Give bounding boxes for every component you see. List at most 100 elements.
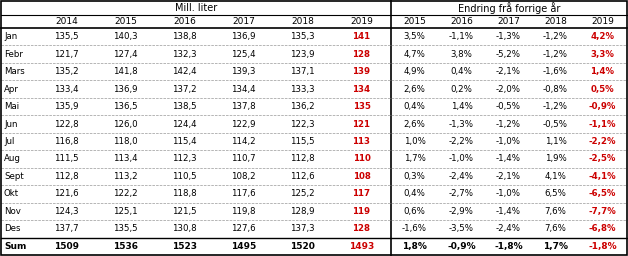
Text: 112,8: 112,8 xyxy=(290,154,315,164)
Text: -0,8%: -0,8% xyxy=(543,85,568,94)
Text: Jul: Jul xyxy=(4,137,14,146)
Text: 2,6%: 2,6% xyxy=(404,85,425,94)
Text: 137,1: 137,1 xyxy=(290,67,315,76)
Text: 118,0: 118,0 xyxy=(113,137,138,146)
Text: -7,7%: -7,7% xyxy=(588,207,616,216)
Text: -0,5%: -0,5% xyxy=(543,120,568,129)
Text: Mai: Mai xyxy=(4,102,19,111)
Text: Endring frå forrige år: Endring frå forrige år xyxy=(458,2,560,14)
Text: 7,6%: 7,6% xyxy=(544,224,566,233)
Text: -2,2%: -2,2% xyxy=(589,137,616,146)
Text: 122,3: 122,3 xyxy=(290,120,315,129)
Text: 141,8: 141,8 xyxy=(113,67,138,76)
Text: 0,3%: 0,3% xyxy=(404,172,425,181)
Text: Jan: Jan xyxy=(4,32,17,41)
Text: -1,1%: -1,1% xyxy=(589,120,616,129)
Text: -2,1%: -2,1% xyxy=(496,67,521,76)
Text: 137,2: 137,2 xyxy=(172,85,197,94)
Text: 134: 134 xyxy=(352,85,371,94)
Text: 119,8: 119,8 xyxy=(231,207,256,216)
Text: Sept: Sept xyxy=(4,172,24,181)
Text: 121,6: 121,6 xyxy=(54,189,78,198)
Text: 113,2: 113,2 xyxy=(113,172,138,181)
Text: 113: 113 xyxy=(352,137,371,146)
Text: 113,4: 113,4 xyxy=(113,154,138,164)
Text: 124,4: 124,4 xyxy=(172,120,197,129)
Text: -5,2%: -5,2% xyxy=(496,50,521,59)
Text: 135,5: 135,5 xyxy=(54,32,78,41)
Text: -1,6%: -1,6% xyxy=(402,224,427,233)
Text: 2019: 2019 xyxy=(591,17,614,26)
Text: -0,5%: -0,5% xyxy=(496,102,521,111)
Text: 125,4: 125,4 xyxy=(231,50,256,59)
Text: 108: 108 xyxy=(352,172,371,181)
Text: 2017: 2017 xyxy=(232,17,255,26)
Text: -1,4%: -1,4% xyxy=(496,154,521,164)
Text: 117,6: 117,6 xyxy=(231,189,256,198)
Text: 132,3: 132,3 xyxy=(172,50,197,59)
Text: -3,5%: -3,5% xyxy=(449,224,474,233)
Text: -1,8%: -1,8% xyxy=(494,242,523,251)
Text: 2015: 2015 xyxy=(114,17,137,26)
Text: -4,1%: -4,1% xyxy=(588,172,616,181)
Text: 133,4: 133,4 xyxy=(54,85,78,94)
Text: 137,7: 137,7 xyxy=(54,224,78,233)
Text: 136,9: 136,9 xyxy=(231,32,256,41)
Text: 0,4%: 0,4% xyxy=(450,67,472,76)
Text: 110,5: 110,5 xyxy=(172,172,197,181)
Text: 3,8%: 3,8% xyxy=(450,50,472,59)
Text: -1,3%: -1,3% xyxy=(449,120,474,129)
Text: 108,2: 108,2 xyxy=(231,172,256,181)
Text: 140,3: 140,3 xyxy=(113,32,138,41)
Text: 2014: 2014 xyxy=(55,17,78,26)
Text: 137,8: 137,8 xyxy=(231,102,256,111)
Text: 136,5: 136,5 xyxy=(113,102,138,111)
Text: 0,6%: 0,6% xyxy=(404,207,425,216)
Text: 124,3: 124,3 xyxy=(54,207,78,216)
Text: -1,2%: -1,2% xyxy=(543,102,568,111)
Text: 139,3: 139,3 xyxy=(231,67,256,76)
Text: 122,2: 122,2 xyxy=(113,189,138,198)
Text: 112,3: 112,3 xyxy=(172,154,197,164)
Text: 110: 110 xyxy=(352,154,371,164)
Text: 125,1: 125,1 xyxy=(113,207,138,216)
Text: -2,7%: -2,7% xyxy=(449,189,474,198)
Text: 116,8: 116,8 xyxy=(54,137,78,146)
Text: -2,1%: -2,1% xyxy=(496,172,521,181)
Text: -2,4%: -2,4% xyxy=(449,172,474,181)
Text: Jun: Jun xyxy=(4,120,18,129)
Text: 119: 119 xyxy=(352,207,371,216)
Text: 127,4: 127,4 xyxy=(113,50,138,59)
Text: 0,2%: 0,2% xyxy=(450,85,472,94)
Text: 138,8: 138,8 xyxy=(172,32,197,41)
Text: 112,8: 112,8 xyxy=(54,172,78,181)
Text: 2,6%: 2,6% xyxy=(404,120,425,129)
Text: -1,1%: -1,1% xyxy=(449,32,474,41)
Text: -1,0%: -1,0% xyxy=(449,154,474,164)
Text: 128: 128 xyxy=(352,50,371,59)
Text: -1,6%: -1,6% xyxy=(543,67,568,76)
Text: 138,5: 138,5 xyxy=(172,102,197,111)
Text: 121,5: 121,5 xyxy=(172,207,197,216)
Text: 4,2%: 4,2% xyxy=(590,32,615,41)
Text: 2018: 2018 xyxy=(544,17,567,26)
Text: 130,8: 130,8 xyxy=(172,224,197,233)
Text: 2016: 2016 xyxy=(450,17,473,26)
Text: 115,5: 115,5 xyxy=(290,137,315,146)
Text: -1,2%: -1,2% xyxy=(543,50,568,59)
Text: 139: 139 xyxy=(352,67,371,76)
Text: 6,5%: 6,5% xyxy=(544,189,566,198)
Text: 114,2: 114,2 xyxy=(231,137,256,146)
Text: 1,7%: 1,7% xyxy=(543,242,568,251)
Text: 135,2: 135,2 xyxy=(54,67,78,76)
Text: 111,5: 111,5 xyxy=(54,154,78,164)
Text: 1,9%: 1,9% xyxy=(544,154,566,164)
Text: 135: 135 xyxy=(352,102,371,111)
Text: 1,8%: 1,8% xyxy=(402,242,427,251)
Text: Apr: Apr xyxy=(4,85,19,94)
Text: -1,0%: -1,0% xyxy=(496,137,521,146)
Text: -6,8%: -6,8% xyxy=(589,224,616,233)
Text: 4,1%: 4,1% xyxy=(544,172,566,181)
Text: 117: 117 xyxy=(352,189,371,198)
Text: Febr: Febr xyxy=(4,50,23,59)
